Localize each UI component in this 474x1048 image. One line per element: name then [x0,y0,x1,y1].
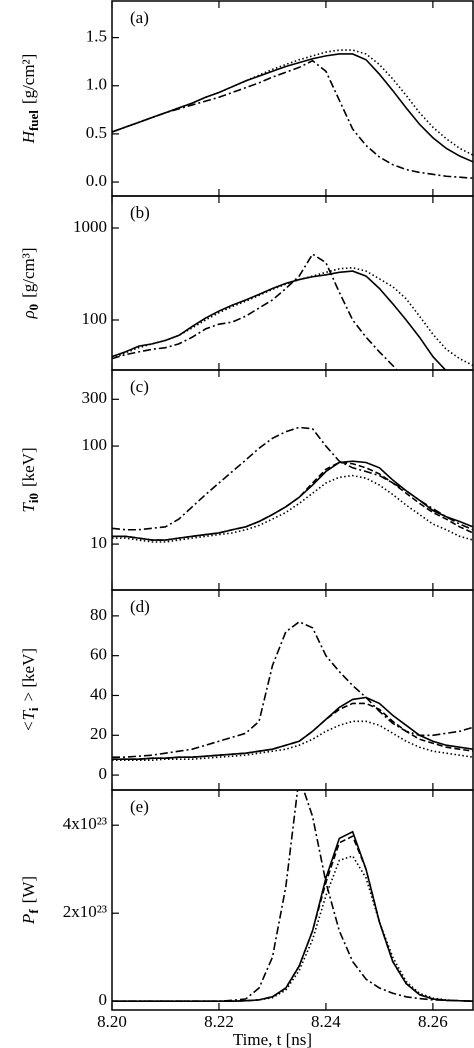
y-tick-label: 0.0 [86,171,107,190]
y-label-subscript: fuel [26,110,41,131]
y-tick-label: 300 [82,388,108,407]
line-series [112,696,473,760]
curves [112,790,473,1002]
y-label-symbol: <T [19,710,38,732]
y-tick-label: 80 [90,605,107,624]
curves [112,620,473,761]
x-tick-label: 8.24 [311,1012,341,1031]
frame [111,0,474,197]
y-tick-label: 0 [99,990,108,1009]
y-tick-label: 60 [90,645,107,664]
panel-label: (d) [130,597,150,616]
y-tick-label: 100 [82,435,108,454]
y-tick-label: 2x10²³ [63,902,107,921]
y-tick-label: 1.5 [86,26,107,45]
x-tick-label: 8.20 [97,1012,127,1031]
y-tick-label: 40 [90,684,107,703]
line-series [112,426,473,531]
panel: 0 20 40 60 80 (d) <Ti > [keV] [19,589,474,791]
y-tick-label: 10 [90,533,107,552]
y-label-subscript: f [26,909,41,914]
line-series [112,835,473,1002]
y-tick-label: 0.5 [86,123,107,142]
line-series [112,855,473,1002]
y-label-unit: > [keV] [19,648,38,701]
y-tick-label: 1000 [73,217,107,236]
frame [111,369,474,591]
line-series [112,59,473,179]
line-series [112,620,473,758]
line-series [112,460,473,541]
line-series [112,474,473,543]
y-axis-label: Pf [W] [19,876,41,925]
line-series [112,270,447,370]
y-label-unit: [W] [19,876,38,903]
y-axis-label: <Ti > [keV] [19,648,41,732]
x-axis-label: Time, t [ns] [233,1030,312,1048]
frame [111,589,474,791]
panel-label: (a) [130,8,149,27]
y-tick-label: 4x10²³ [63,814,107,833]
line-series [112,53,473,163]
line-series [112,253,398,370]
y-axis-label: ρ0 [g/cm³] [19,247,41,319]
line-series [112,49,473,156]
line-series [112,702,473,760]
y-label-unit: [keV] [19,447,38,487]
y-label-symbol: ρ [19,310,38,319]
curves [112,253,473,370]
y-tick-label: 0 [99,764,108,783]
line-series [112,461,473,541]
y-label-symbol: P [19,914,38,925]
panel: 0 2x10²³ 4x10²³ (e) Pf [W] [19,789,474,1011]
y-tick-label: 1.0 [86,75,107,94]
y-tick-label: 20 [90,724,107,743]
panel-label: (c) [130,377,149,396]
panel-label: (e) [130,797,149,816]
y-label-unit: [g/cm³] [19,247,38,297]
y-tick-label: 100 [82,309,108,328]
y-label-symbol: T [19,502,38,513]
y-label-symbol: H [19,129,38,144]
panel: 100 1000 (b) ρ0 [g/cm³] [19,195,474,371]
y-label-unit: [g/cm²] [19,54,38,104]
y-axis-label: Hfuel [g/cm²] [19,54,41,145]
line-series [112,790,473,1002]
x-tick-label: 8.22 [204,1012,234,1031]
panel-label: (b) [130,203,150,222]
x-tick-label: 8.26 [418,1012,448,1031]
y-label-subscript: 0 [26,304,41,311]
y-label-subscript: i0 [26,493,41,503]
y-label-subscript: i [26,707,41,711]
curves [112,49,473,179]
panel: 10 100 300 (c) Ti0 [keV] [19,369,474,591]
curves [112,426,473,543]
panel: 0.0 0.5 1.0 1.5 (a) Hfuel [g/cm²] [19,0,474,197]
line-series [112,720,473,761]
y-axis-label: Ti0 [keV] [19,447,41,512]
frame [111,789,474,1011]
